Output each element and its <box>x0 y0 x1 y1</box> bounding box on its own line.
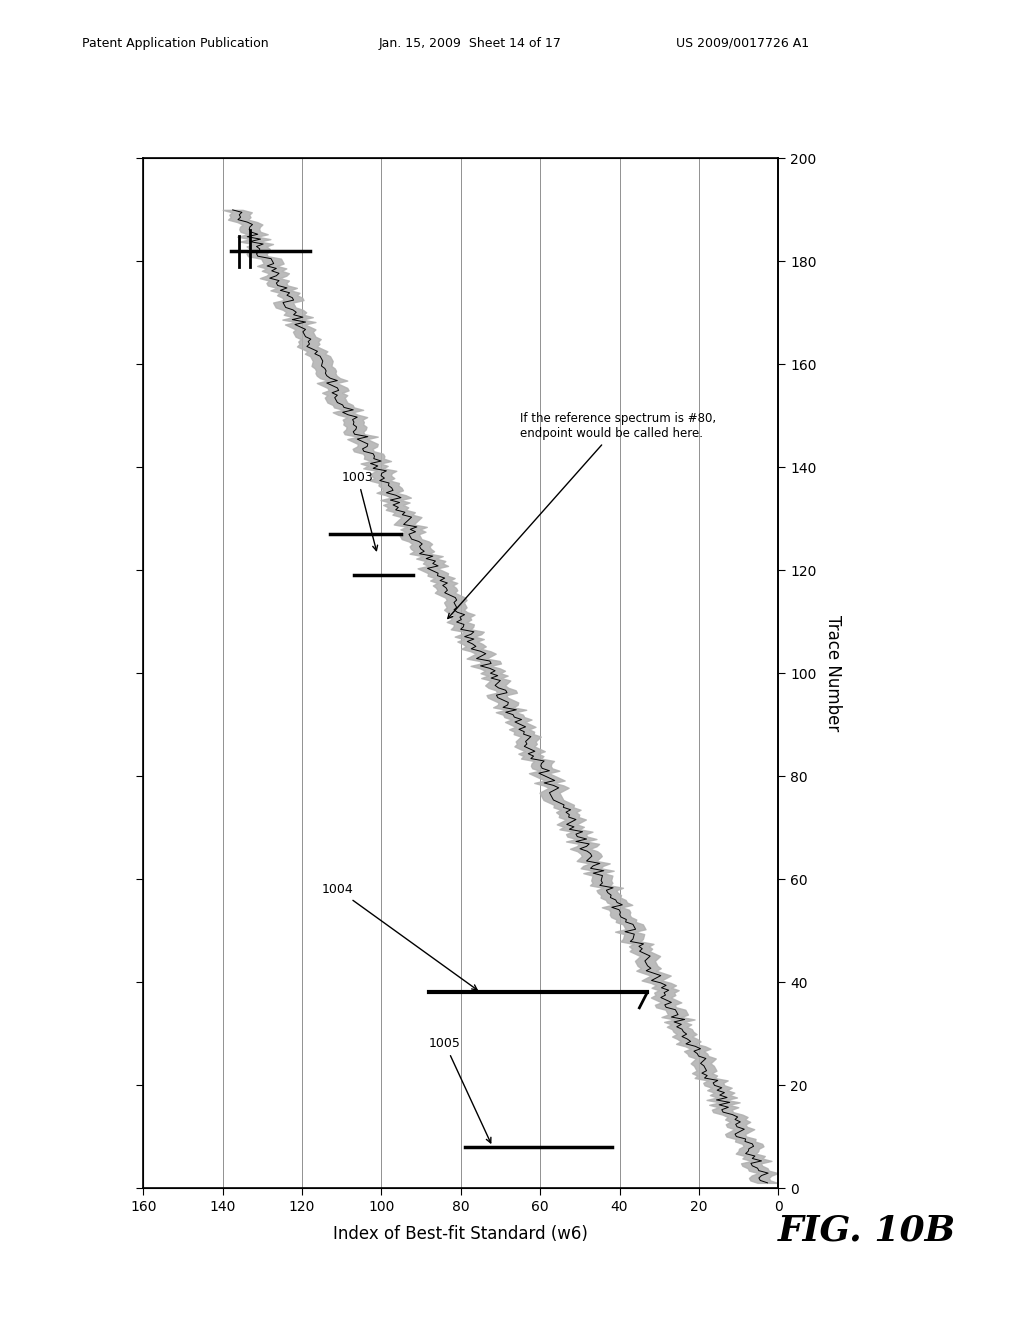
Text: Jan. 15, 2009  Sheet 14 of 17: Jan. 15, 2009 Sheet 14 of 17 <box>379 37 562 50</box>
Text: FIG. 10B: FIG. 10B <box>778 1213 956 1247</box>
Text: US 2009/0017726 A1: US 2009/0017726 A1 <box>676 37 809 50</box>
Y-axis label: Trace Number: Trace Number <box>823 615 842 731</box>
Text: 1004: 1004 <box>322 883 477 990</box>
Text: Patent Application Publication: Patent Application Publication <box>82 37 268 50</box>
Text: If the reference spectrum is #80,
endpoint would be called here.: If the reference spectrum is #80, endpoi… <box>447 412 717 619</box>
X-axis label: Index of Best-fit Standard (w6): Index of Best-fit Standard (w6) <box>334 1225 588 1243</box>
Text: 1005: 1005 <box>429 1038 490 1143</box>
Text: 1003: 1003 <box>342 471 378 550</box>
